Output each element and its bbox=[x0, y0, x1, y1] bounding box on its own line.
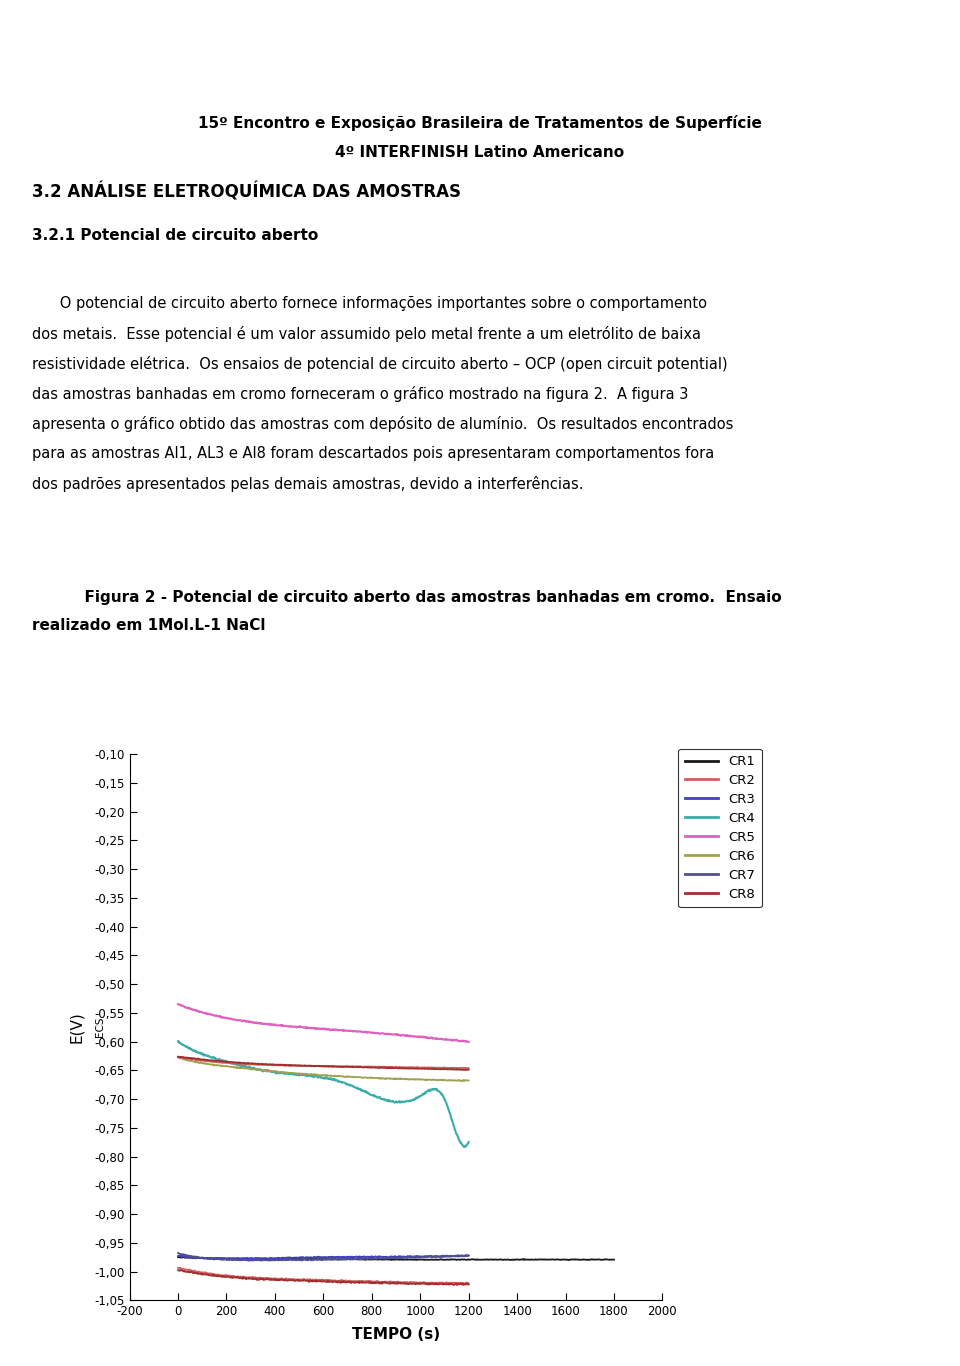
Legend: CR1, CR2, CR3, CR4, CR5, CR6, CR7, CR8: CR1, CR2, CR3, CR4, CR5, CR6, CR7, CR8 bbox=[679, 749, 762, 907]
CR5 bbox=[329, 1022, 341, 1038]
CR3 bbox=[224, 1251, 235, 1268]
CR3 bbox=[313, 1249, 324, 1265]
CR4 bbox=[311, 1068, 323, 1085]
CR1 bbox=[531, 1251, 542, 1268]
CR1 bbox=[380, 1251, 392, 1268]
CR6 bbox=[456, 1072, 468, 1089]
CR6 bbox=[172, 1049, 183, 1065]
CR4 bbox=[411, 1090, 422, 1106]
CR7 bbox=[457, 1247, 468, 1264]
CR4 bbox=[172, 1033, 183, 1049]
CR7 bbox=[311, 1251, 323, 1268]
Text: 3.2 ANÁLISE ELETROQUÍMICA DAS AMOSTRAS: 3.2 ANÁLISE ELETROQUÍMICA DAS AMOSTRAS bbox=[32, 183, 461, 202]
CR3 bbox=[463, 1247, 474, 1264]
CR3 bbox=[457, 1247, 468, 1264]
CR3 bbox=[411, 1249, 422, 1265]
Line: CR7: CR7 bbox=[178, 1253, 468, 1261]
Line: CR1: CR1 bbox=[178, 1257, 614, 1259]
CR6 bbox=[312, 1067, 324, 1083]
CR5 bbox=[456, 1033, 468, 1049]
Text: O potencial de circuito aberto fornece informações importantes sobre o comportam: O potencial de circuito aberto fornece i… bbox=[32, 296, 707, 311]
CR1 bbox=[383, 1251, 395, 1268]
Line: CR4: CR4 bbox=[178, 1041, 468, 1147]
CR3 bbox=[461, 1247, 472, 1264]
CR7 bbox=[346, 1251, 357, 1268]
CR1 bbox=[609, 1251, 620, 1268]
CR4 bbox=[458, 1139, 469, 1156]
CR5 bbox=[172, 996, 183, 1012]
CR1 bbox=[599, 1251, 611, 1268]
CR4 bbox=[463, 1134, 474, 1150]
Text: 15º Encontro e Exposição Brasileira de Tratamentos de Superfície: 15º Encontro e Exposição Brasileira de T… bbox=[198, 115, 762, 131]
CR7 bbox=[172, 1244, 183, 1261]
Line: CR6: CR6 bbox=[178, 1057, 468, 1081]
CR6 bbox=[310, 1067, 322, 1083]
Line: CR5: CR5 bbox=[178, 1004, 468, 1042]
Text: realizado em 1Mol.L-1 NaCl: realizado em 1Mol.L-1 NaCl bbox=[32, 617, 265, 632]
CR3 bbox=[311, 1249, 323, 1265]
CR4 bbox=[346, 1078, 357, 1094]
CR6 bbox=[329, 1068, 341, 1085]
CR1 bbox=[409, 1251, 420, 1268]
Text: apresenta o gráfico obtido das amostras com depósito de alumínio.  Os resultados: apresenta o gráfico obtido das amostras … bbox=[32, 417, 733, 432]
CR5 bbox=[346, 1023, 357, 1040]
Text: das amostras banhadas em cromo forneceram o gráfico mostrado na figura 2.  A fig: das amostras banhadas em cromo fornecera… bbox=[32, 387, 688, 402]
CR7 bbox=[313, 1251, 324, 1268]
Text: E(V): E(V) bbox=[69, 1011, 84, 1044]
CR1 bbox=[178, 1249, 189, 1265]
CR5 bbox=[411, 1029, 422, 1045]
CR7 bbox=[264, 1253, 276, 1269]
Text: para as amostras Al1, AL3 e Al8 foram descartados pois apresentaram comportament: para as amostras Al1, AL3 e Al8 foram de… bbox=[32, 447, 714, 460]
CR3 bbox=[172, 1249, 183, 1265]
CR4 bbox=[173, 1033, 184, 1049]
CR5 bbox=[310, 1020, 322, 1037]
CR3 bbox=[330, 1249, 342, 1265]
CR6 bbox=[411, 1071, 422, 1087]
Text: 3.2.1 Potencial de circuito aberto: 3.2.1 Potencial de circuito aberto bbox=[32, 228, 318, 243]
CR7 bbox=[411, 1250, 422, 1266]
Text: dos metais.  Esse potencial é um valor assumido pelo metal frente a um eletrólit: dos metais. Esse potencial é um valor as… bbox=[32, 326, 701, 342]
Text: ECS: ECS bbox=[95, 1016, 106, 1038]
CR7 bbox=[463, 1247, 474, 1264]
Text: dos padrões apresentados pelas demais amostras, devido a interferências.: dos padrões apresentados pelas demais am… bbox=[32, 475, 583, 492]
Text: resistividade elétrica.  Os ensaios de potencial de circuito aberto – OCP (open : resistividade elétrica. Os ensaios de po… bbox=[32, 357, 728, 372]
Text: 4º INTERFINISH Latino Americano: 4º INTERFINISH Latino Americano bbox=[335, 145, 625, 160]
CR4 bbox=[457, 1137, 468, 1153]
CR4 bbox=[330, 1072, 342, 1089]
CR7 bbox=[330, 1251, 342, 1268]
Text: Figura 2 - Potencial de circuito aberto das amostras banhadas em cromo.  Ensaio: Figura 2 - Potencial de circuito aberto … bbox=[53, 590, 781, 605]
Line: CR3: CR3 bbox=[178, 1255, 468, 1259]
CR4 bbox=[313, 1070, 324, 1086]
CR6 bbox=[463, 1072, 474, 1089]
CR5 bbox=[312, 1020, 324, 1037]
CR3 bbox=[346, 1249, 357, 1265]
CR1 bbox=[433, 1251, 444, 1268]
CR1 bbox=[563, 1251, 574, 1268]
CR1 bbox=[172, 1249, 183, 1265]
X-axis label: TEMPO (s): TEMPO (s) bbox=[352, 1326, 440, 1341]
CR6 bbox=[346, 1068, 357, 1085]
CR6 bbox=[457, 1072, 468, 1089]
CR5 bbox=[463, 1034, 474, 1050]
